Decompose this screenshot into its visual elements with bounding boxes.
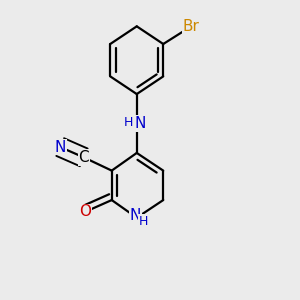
Text: C: C — [78, 150, 89, 165]
Text: N: N — [134, 116, 146, 131]
Text: O: O — [79, 204, 91, 219]
Text: N: N — [130, 208, 141, 223]
Text: H: H — [139, 215, 148, 228]
Text: N: N — [55, 140, 66, 154]
Text: H: H — [124, 116, 133, 128]
Text: Br: Br — [183, 19, 200, 34]
